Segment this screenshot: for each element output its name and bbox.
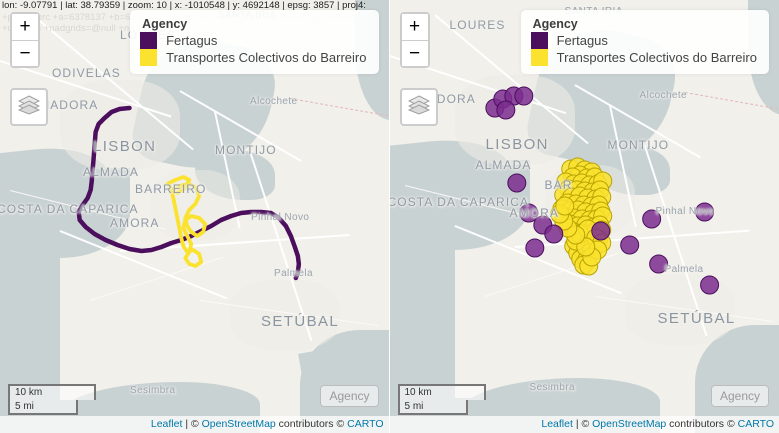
- agency-button-left[interactable]: Agency: [320, 385, 379, 407]
- scale-imperial: 5 mi: [8, 400, 78, 415]
- legend-label-fertagus: Fertagus: [166, 33, 218, 48]
- scale-metric: 10 km: [397, 384, 486, 400]
- stop-markers-svg: [484, 86, 719, 295]
- stop-marker[interactable]: [513, 86, 533, 106]
- zoom-in-button[interactable]: +: [401, 14, 428, 40]
- map-panel-routes[interactable]: LOURESSANTA IRIAODIVELASAMADORALISBONAlc…: [0, 0, 390, 433]
- legend-title: Agency: [142, 17, 188, 31]
- osm-link[interactable]: OpenStreetMap: [201, 418, 276, 430]
- attrib-mid: contributors ©: [275, 418, 348, 430]
- stop-marker[interactable]: [694, 202, 714, 222]
- attribution-left: Leaflet | © OpenStreetMap contributors ©…: [0, 416, 389, 433]
- zoom-control-right[interactable]: + −: [399, 12, 430, 68]
- attrib-sep1: | ©: [182, 418, 202, 430]
- scale-metric: 10 km: [8, 384, 96, 400]
- legend-right: Agency Fertagus Transportes Colectivos d…: [520, 10, 769, 74]
- fertagus-route-line: [76, 105, 302, 281]
- legend-swatch-tcb: [530, 49, 548, 66]
- stop-marker[interactable]: [543, 224, 563, 244]
- stop-overlay-right: [390, 0, 779, 433]
- status-line-1: lon: -9.07791 | lat: 38.79359 | zoom: 10…: [2, 0, 366, 11]
- legend-item-fertagus[interactable]: Fertagus: [530, 32, 757, 49]
- route-overlay-left: [0, 0, 389, 433]
- stop-marker[interactable]: [554, 196, 574, 216]
- attribution-right: Leaflet | © OpenStreetMap contributors ©…: [389, 416, 779, 433]
- scale-imperial: 5 mi: [397, 400, 468, 415]
- fertagus-stop-markers: [484, 86, 719, 295]
- legend-left: Agency Fertagus Transportes Colectivos d…: [130, 10, 379, 74]
- stop-marker[interactable]: [524, 238, 544, 258]
- legend-swatch-fertagus: [530, 32, 548, 49]
- stop-marker[interactable]: [518, 203, 538, 223]
- attrib-sep1: | ©: [572, 418, 593, 430]
- stop-marker[interactable]: [641, 209, 661, 229]
- tcb-route-line: [165, 175, 208, 268]
- zoom-out-button[interactable]: −: [401, 40, 428, 66]
- carto-link[interactable]: CARTO: [737, 418, 774, 430]
- stop-marker[interactable]: [506, 173, 526, 193]
- stop-marker[interactable]: [648, 254, 668, 274]
- zoom-in-button[interactable]: +: [12, 14, 38, 40]
- scale-bar-right: 10 km 5 mi: [397, 384, 486, 415]
- stop-marker[interactable]: [699, 275, 719, 295]
- leaflet-link[interactable]: Leaflet: [150, 418, 183, 430]
- stop-marker[interactable]: [590, 221, 610, 241]
- osm-link[interactable]: OpenStreetMap: [592, 418, 667, 430]
- zoom-control-left[interactable]: + −: [10, 12, 40, 68]
- legend-label-tcb: Transportes Colectivos do Barreiro: [166, 50, 367, 65]
- zoom-out-button[interactable]: −: [12, 40, 38, 66]
- carto-link[interactable]: CARTO: [347, 418, 384, 430]
- tcb-stop-markers: [549, 157, 612, 276]
- agency-button-right[interactable]: Agency: [710, 385, 769, 407]
- leaflet-link[interactable]: Leaflet: [541, 418, 573, 430]
- legend-label-fertagus: Fertagus: [556, 33, 608, 48]
- map-panel-stops[interactable]: LOURESSANTA IRIAAMADORALISBONAlcocheteMO…: [389, 0, 779, 433]
- attrib-mid: contributors ©: [666, 418, 738, 430]
- layers-control-right[interactable]: [399, 88, 438, 126]
- legend-swatch-tcb: [140, 49, 158, 66]
- layers-stack-icon: [17, 94, 41, 120]
- legend-title: Agency: [532, 17, 578, 31]
- layers-stack-icon: [407, 94, 430, 120]
- scale-bar-left: 10 km 5 mi: [8, 384, 96, 415]
- stop-marker[interactable]: [619, 235, 639, 255]
- legend-label-tcb: Transportes Colectivos do Barreiro: [556, 50, 757, 65]
- legend-swatch-fertagus: [140, 32, 158, 49]
- route-lines-svg: [76, 105, 302, 281]
- status-line-3: +units=m +nadgrids=@null +no_defs: [2, 23, 158, 34]
- layers-control-left[interactable]: [10, 88, 48, 126]
- legend-item-fertagus[interactable]: Fertagus: [140, 32, 366, 49]
- legend-item-tcb[interactable]: Transportes Colectivos do Barreiro: [530, 49, 757, 66]
- legend-item-tcb[interactable]: Transportes Colectivos do Barreiro: [140, 49, 367, 66]
- stop-marker[interactable]: [495, 100, 515, 120]
